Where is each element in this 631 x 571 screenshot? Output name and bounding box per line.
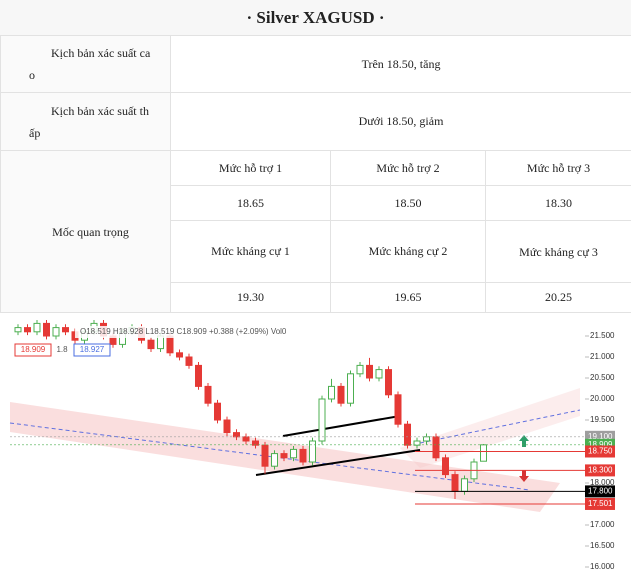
candle-body — [309, 440, 316, 463]
candle-body — [337, 385, 345, 404]
candle-body — [52, 327, 60, 337]
candle-body — [233, 432, 240, 438]
candle-body — [423, 436, 430, 442]
candle-body — [185, 356, 193, 366]
down-arrow — [519, 470, 529, 482]
level-label: 18.909 — [588, 440, 613, 449]
candle-body — [366, 364, 373, 379]
candle-body — [356, 364, 364, 375]
candle-body — [33, 322, 41, 333]
candle-body — [299, 448, 307, 463]
level-value: 20.25 — [484, 282, 631, 313]
candle-body — [62, 327, 69, 333]
level-header: Mức hỗ trợ 2 — [330, 150, 486, 186]
trend-line — [9, 422, 531, 491]
candle-body — [24, 327, 31, 333]
y-tick-label: 17.000 — [590, 520, 615, 529]
y-tick-label: 21.000 — [590, 352, 615, 361]
level-value: 18.65 — [170, 185, 331, 221]
level-header: Mức hỗ trợ 3 — [484, 150, 631, 186]
y-tick-label: 20.500 — [590, 373, 615, 382]
candle-body — [318, 398, 326, 442]
candle-body — [223, 419, 231, 434]
level-value: 18.30 — [484, 185, 631, 221]
trend-line — [255, 449, 421, 476]
channel — [400, 388, 580, 468]
level-value: 19.65 — [330, 282, 486, 313]
level-box — [585, 464, 615, 477]
candle-body — [214, 402, 221, 421]
candle-body — [385, 369, 392, 396]
candle-body — [195, 364, 202, 387]
candle-body — [480, 444, 487, 462]
scenario-table: Kịch bản xác suất cao Trên 18.50, tăng K… — [0, 35, 631, 313]
level-box — [585, 445, 615, 458]
candle-body — [242, 436, 250, 442]
level-label: 17.800 — [588, 487, 613, 496]
y-tick-label: 16.500 — [590, 541, 615, 550]
level-label: 19.100 — [588, 432, 613, 441]
candle-body — [252, 440, 259, 446]
candle-body — [176, 352, 183, 358]
spread: 1.8 — [56, 345, 68, 354]
candle-body — [413, 440, 421, 446]
ask-box — [73, 343, 111, 357]
level-header: Mức kháng cự 3 — [484, 220, 631, 283]
bid-box — [14, 343, 52, 357]
candle-body — [404, 423, 411, 446]
y-tick-label: 18.000 — [590, 478, 615, 487]
candle-body — [290, 448, 297, 459]
candle-body — [271, 453, 278, 467]
candle-body — [147, 339, 155, 350]
bid: 18.909 — [21, 345, 46, 354]
candle-body — [280, 453, 288, 459]
candle-body — [461, 478, 468, 492]
candle-body — [261, 444, 269, 467]
candle-body — [14, 327, 22, 333]
candle-body — [43, 322, 50, 337]
trend-line — [419, 409, 581, 444]
candle-body — [166, 335, 174, 354]
row-value: Dưới 18.50, giảm — [169, 92, 631, 151]
level-value: 19.30 — [170, 282, 331, 313]
row-label: Mốc quan trọng — [0, 150, 171, 313]
level-box — [585, 497, 615, 510]
y-tick-label: 16.000 — [590, 562, 615, 571]
candle-body — [204, 385, 212, 404]
row-label: Kịch bản xác suất thấp — [0, 92, 171, 151]
level-header: Mức kháng cự 1 — [170, 220, 331, 283]
y-tick-label: 19.500 — [590, 415, 615, 424]
up-arrow — [519, 435, 529, 447]
price-chart: O18.519 H18.928 L18.519 C18.909 +0.388 (… — [9, 320, 615, 571]
candle-body — [394, 394, 402, 425]
level-value: 18.50 — [330, 185, 486, 221]
level-label: 18.750 — [588, 447, 613, 456]
level-label: 18.300 — [588, 466, 613, 475]
candle-body — [347, 373, 354, 404]
level-label: 17.501 — [588, 499, 613, 508]
ohlc-text: O18.519 H18.928 L18.519 C18.909 +0.388 (… — [80, 327, 287, 336]
title: · Silver XAGUSD · — [0, 0, 631, 36]
candle-body — [432, 436, 440, 459]
row-value: Trên 18.50, tăng — [169, 35, 631, 93]
ask: 18.927 — [80, 345, 105, 354]
level-box — [585, 485, 615, 498]
candle-body — [451, 474, 459, 492]
y-tick-label: 20.000 — [590, 394, 615, 403]
legend-bg — [75, 326, 335, 338]
candle-body — [442, 457, 449, 476]
candle-body — [328, 385, 335, 400]
level-header: Mức hỗ trợ 1 — [170, 150, 331, 186]
y-tick-label: 21.500 — [590, 331, 615, 340]
row-label: Kịch bản xác suất cao — [0, 35, 171, 93]
trend-line — [282, 415, 401, 437]
level-header: Mức kháng cự 2 — [330, 220, 486, 283]
candle-body — [375, 369, 383, 379]
